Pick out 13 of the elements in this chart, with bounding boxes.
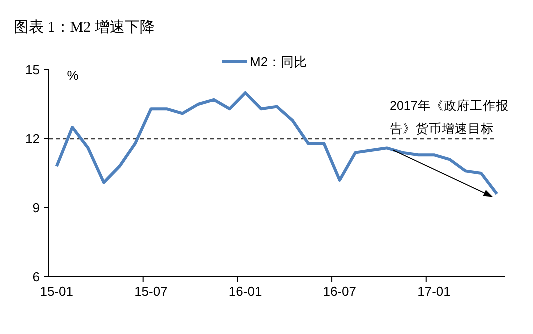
legend-label: M2：同比 bbox=[250, 54, 308, 70]
x-tick-label: 15-07 bbox=[134, 284, 168, 299]
x-tick-label: 15-01 bbox=[40, 284, 74, 299]
chart-title: 图表 1：M2 增速下降 bbox=[14, 19, 155, 36]
y-axis-title: % bbox=[67, 68, 80, 83]
x-tick-label: 16-07 bbox=[323, 284, 357, 299]
ref-line-label: 2017年《政府工作报告》货币增速目标 bbox=[390, 98, 509, 136]
x-tick-label: 17-01 bbox=[418, 284, 451, 299]
x-tick-label: 16-01 bbox=[228, 284, 262, 299]
y-tick-label: 9 bbox=[32, 200, 40, 216]
y-tick-label: 12 bbox=[26, 132, 40, 146]
y-tick-label: 15 bbox=[26, 62, 40, 78]
y-tick-label: 6 bbox=[32, 270, 40, 284]
